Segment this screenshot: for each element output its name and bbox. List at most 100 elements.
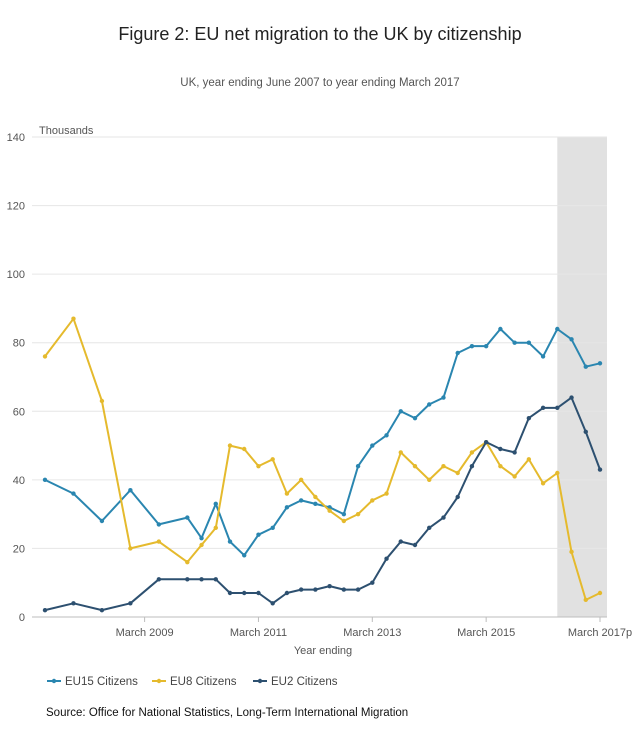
data-point [512, 340, 517, 345]
data-point [441, 463, 446, 469]
data-point [199, 577, 204, 582]
data-point [42, 607, 48, 613]
axis-layer: 0 20 40 60 80 100 120 140 Thousands March 2009 Mar… [7, 125, 632, 657]
data-point [583, 364, 588, 369]
data-point [313, 501, 318, 507]
shaded-region [557, 137, 607, 617]
y-tick-label: 100 [7, 269, 25, 281]
legend-label: EU2 Citizens [271, 676, 338, 688]
data-point [313, 587, 318, 592]
shaded-region-layer [557, 137, 607, 617]
data-point [412, 415, 418, 421]
data-point [469, 343, 475, 349]
data-point [355, 463, 361, 469]
data-point [213, 525, 218, 531]
data-point [185, 577, 190, 582]
data-point [71, 316, 76, 321]
data-point [597, 590, 603, 596]
data-point [128, 546, 133, 551]
data-point [270, 525, 275, 531]
legend-label: EU15 Citizens [65, 676, 138, 688]
data-point [284, 505, 290, 510]
data-point [441, 395, 446, 400]
data-point [227, 590, 233, 596]
data-point [327, 508, 332, 513]
data-point [384, 433, 389, 438]
data-point [256, 532, 261, 537]
data-point [384, 491, 389, 496]
data-point [256, 590, 261, 596]
data-point [569, 395, 574, 400]
data-point [298, 587, 304, 592]
data-point [256, 463, 261, 469]
data-point [341, 587, 347, 592]
y-tick-label: 80 [13, 338, 25, 350]
data-point [498, 326, 503, 332]
data-point [398, 450, 403, 455]
data-point [370, 580, 375, 585]
data-point [128, 487, 133, 493]
x-tick-label: March 2009 [116, 627, 174, 639]
data-point [270, 601, 275, 606]
data-point [341, 511, 347, 517]
data-point [42, 477, 48, 483]
data-point [412, 463, 418, 469]
data-point [427, 525, 432, 531]
x-tick-label: March 2015 [457, 627, 515, 639]
data-point [398, 539, 403, 544]
data-point [99, 398, 105, 404]
data-point [583, 429, 588, 435]
y-tick-label: 0 [19, 612, 25, 624]
legend-item-2: EU2 Citizens [253, 676, 338, 688]
y-tick-label: 40 [13, 475, 25, 487]
data-point [284, 590, 290, 596]
data-point [483, 343, 489, 349]
data-point [71, 601, 76, 606]
series-2 [42, 395, 603, 613]
data-point [156, 522, 162, 527]
data-point [298, 498, 304, 503]
data-point [469, 463, 475, 469]
data-point [213, 501, 218, 507]
legend-label: EU8 Citizens [170, 676, 237, 688]
x-tick-label: March 2011 [230, 627, 287, 639]
y-tick-label: 120 [7, 201, 25, 213]
data-point [569, 337, 574, 342]
data-point [156, 539, 162, 544]
series-0 [42, 326, 603, 558]
legend-item-0: EU15 Citizens [47, 676, 138, 688]
data-point [384, 556, 389, 561]
data-point [555, 470, 560, 476]
legend-marker [257, 678, 263, 684]
data-point [242, 553, 247, 558]
source-note: Source: Office for National Statistics, … [46, 707, 409, 719]
data-point [512, 474, 517, 479]
data-point [398, 409, 403, 414]
grid-layer [32, 136, 607, 618]
data-point [270, 457, 275, 462]
data-point [156, 577, 162, 582]
data-point [555, 326, 560, 332]
data-point [313, 494, 318, 500]
data-point [327, 583, 332, 589]
series-line [44, 317, 601, 601]
data-point [370, 443, 375, 448]
data-point [213, 577, 218, 582]
data-point [355, 511, 361, 517]
data-point [199, 542, 204, 548]
data-point [483, 439, 489, 445]
data-point [555, 405, 560, 411]
data-point [242, 590, 247, 596]
y-tick-label: 140 [7, 132, 25, 144]
data-point [427, 477, 432, 483]
series-line [44, 328, 601, 557]
data-point [412, 542, 418, 548]
data-point [298, 477, 304, 483]
data-point [128, 601, 133, 606]
chart-subtitle: UK, year ending June 2007 to year ending… [180, 77, 460, 89]
data-point [498, 463, 503, 469]
legend-marker [156, 678, 162, 684]
data-point [441, 515, 446, 520]
data-point [597, 467, 603, 472]
